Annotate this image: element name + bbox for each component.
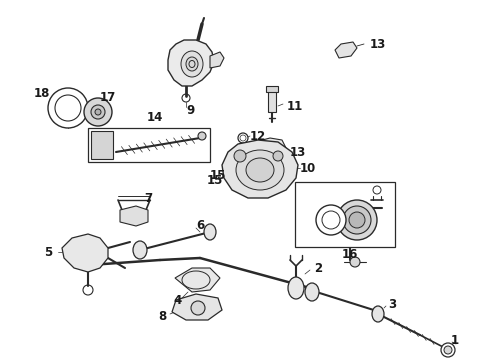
Text: 1: 1 [451, 333, 459, 346]
Bar [268, 90, 276, 112]
Circle shape [444, 346, 452, 354]
Text: 4: 4 [174, 293, 182, 306]
Text: 6: 6 [196, 219, 204, 231]
Text: 14: 14 [147, 111, 163, 123]
Circle shape [191, 301, 205, 315]
Text: 13: 13 [370, 37, 386, 50]
Bar [266, 86, 278, 92]
Ellipse shape [133, 241, 147, 259]
Text: 15: 15 [210, 168, 226, 181]
Bar [91, 131, 113, 159]
Circle shape [48, 88, 88, 128]
Text: 12: 12 [250, 130, 266, 143]
Circle shape [273, 151, 283, 161]
Ellipse shape [204, 224, 216, 240]
Ellipse shape [236, 150, 284, 190]
Ellipse shape [186, 57, 198, 71]
Text: 9: 9 [186, 104, 194, 117]
Text: 5: 5 [44, 246, 52, 258]
Circle shape [316, 205, 346, 235]
Text: 2: 2 [314, 261, 322, 274]
Ellipse shape [288, 277, 304, 299]
Text: 3: 3 [388, 297, 396, 310]
Circle shape [238, 133, 248, 143]
Text: 7: 7 [144, 192, 152, 204]
Ellipse shape [246, 158, 274, 182]
Polygon shape [62, 234, 108, 272]
Circle shape [91, 105, 105, 119]
Ellipse shape [305, 283, 319, 301]
Circle shape [343, 206, 371, 234]
Circle shape [234, 150, 246, 162]
Text: 8: 8 [158, 310, 166, 323]
Text: 10: 10 [300, 162, 316, 175]
Circle shape [198, 132, 206, 140]
Text: 17: 17 [100, 90, 116, 104]
Polygon shape [222, 140, 298, 198]
Polygon shape [172, 294, 222, 320]
Polygon shape [335, 42, 357, 58]
Polygon shape [175, 268, 220, 292]
Polygon shape [168, 40, 214, 86]
Ellipse shape [372, 306, 384, 322]
Text: 18: 18 [34, 86, 50, 99]
Bar [88, 128, 210, 162]
Circle shape [337, 200, 377, 240]
Circle shape [349, 212, 365, 228]
Ellipse shape [181, 51, 203, 77]
Circle shape [350, 257, 360, 267]
Circle shape [84, 98, 112, 126]
Text: 11: 11 [287, 99, 303, 113]
Polygon shape [250, 138, 286, 162]
Bar [295, 182, 395, 247]
Text: 16: 16 [342, 248, 358, 261]
Polygon shape [120, 206, 148, 226]
Polygon shape [210, 52, 224, 68]
Text: 15: 15 [207, 174, 223, 186]
Circle shape [441, 343, 455, 357]
Circle shape [95, 109, 101, 115]
Text: 13: 13 [290, 145, 306, 158]
